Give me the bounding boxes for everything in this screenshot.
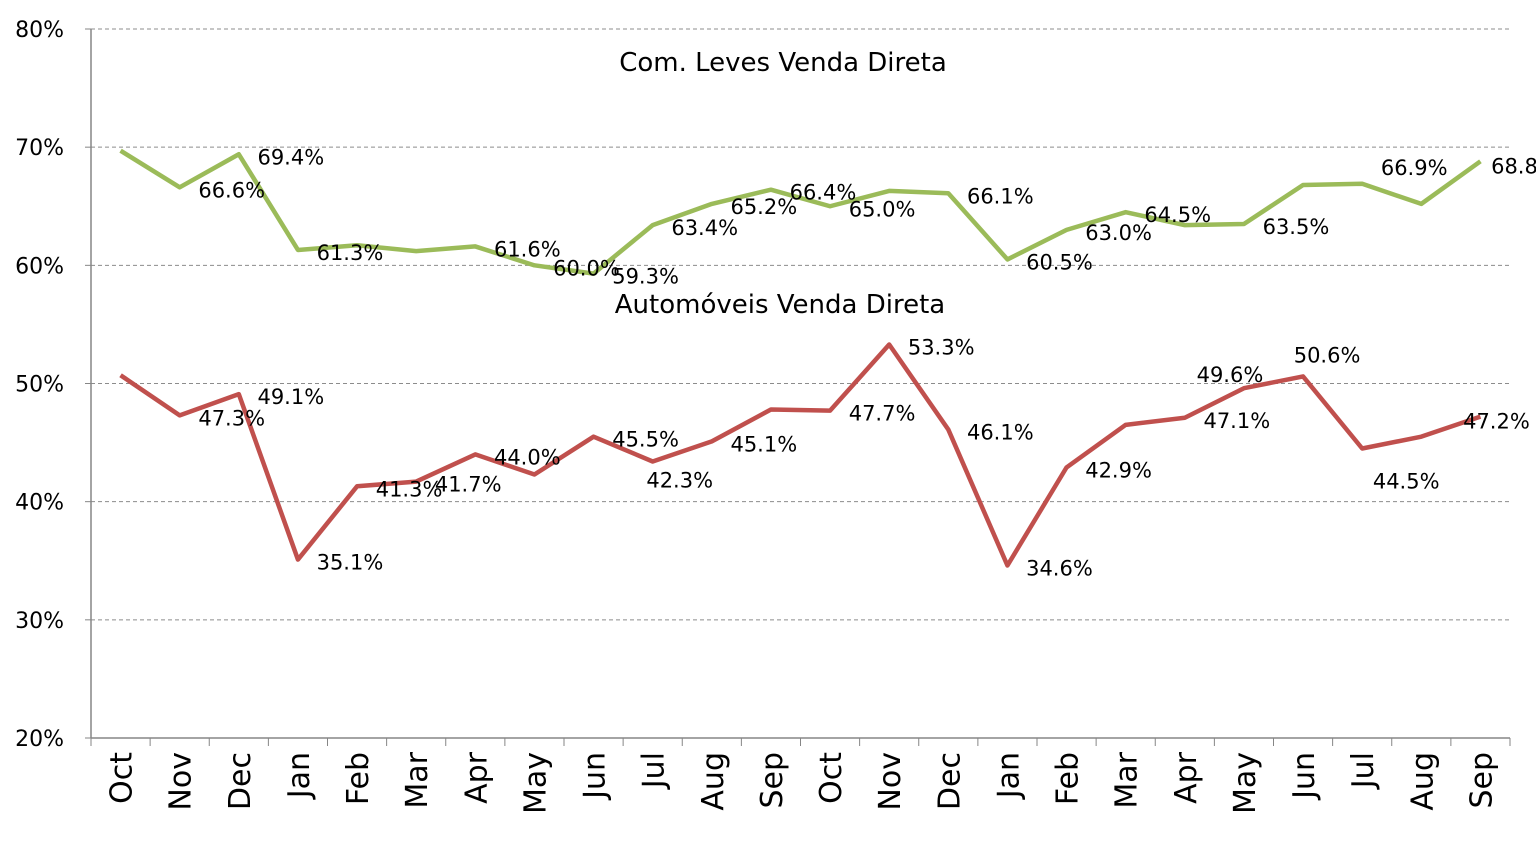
y-tick-label: 20% [15, 727, 64, 752]
x-tick-label: May [518, 752, 553, 814]
data-label: 34.6% [1026, 556, 1093, 580]
data-label: 53.3% [908, 336, 975, 360]
series-title-com-leves: Com. Leves Venda Direta [619, 48, 947, 78]
x-tick-label: Sep [1464, 752, 1499, 809]
data-label: 60.5% [1026, 250, 1093, 274]
data-label: 69.4% [257, 145, 324, 169]
data-label: 66.1% [967, 184, 1034, 208]
y-tick-label: 40% [15, 491, 64, 516]
gridlines [91, 29, 1510, 620]
x-tick-label: Nov [873, 752, 908, 811]
data-label: 47.3% [198, 406, 265, 430]
x-tick-label: Nov [164, 752, 199, 811]
data-label: 63.4% [671, 216, 738, 240]
x-tick-label: Feb [341, 752, 376, 805]
data-label: 50.6% [1294, 343, 1361, 367]
data-label: 66.4% [790, 181, 857, 205]
data-label: 41.3% [376, 477, 443, 501]
data-label: 49.1% [257, 385, 324, 409]
x-tick-label: Dec [223, 752, 258, 810]
series-lines [120, 151, 1480, 566]
data-label: 66.9% [1381, 156, 1448, 180]
x-tick-label: Jun [578, 752, 613, 801]
x-tick-label: Jul [637, 752, 672, 790]
x-tick-label: Jun [1287, 752, 1322, 801]
data-label: 65.0% [849, 197, 916, 221]
data-label: 60.0% [553, 256, 620, 280]
data-label: 64.5% [1144, 203, 1211, 227]
data-label: 47.7% [849, 402, 916, 426]
data-label: 65.2% [730, 195, 797, 219]
data-label: 68.8% [1491, 154, 1536, 178]
x-tick-label: Mar [400, 751, 435, 808]
y-tick-label: 60% [15, 254, 64, 279]
data-label: 41.7% [435, 473, 502, 497]
data-label: 42.3% [646, 468, 713, 492]
x-tick-label: Apr [1169, 751, 1204, 804]
y-tick-label: 80% [15, 18, 64, 43]
data-label: 47.2% [1463, 410, 1530, 434]
data-label: 59.3% [612, 265, 679, 289]
series-title-automoveis: Automóveis Venda Direta [615, 290, 945, 320]
data-label: 35.1% [317, 551, 384, 575]
y-axis-ticks: 20% 30% 40% 50% 60% 70% 80% [15, 18, 91, 752]
x-tick-label: Apr [459, 751, 494, 804]
data-label: 42.9% [1085, 458, 1152, 482]
x-tick-label: Jan [991, 752, 1026, 800]
data-label: 66.6% [198, 178, 265, 202]
data-label: 47.1% [1203, 409, 1270, 433]
data-label: 46.1% [967, 421, 1034, 445]
data-label: 61.6% [494, 237, 561, 261]
data-label: 44.0% [494, 445, 561, 469]
x-tick-label: Oct [814, 752, 849, 804]
x-tick-label: Aug [1405, 752, 1440, 811]
x-tick-label: Feb [1051, 752, 1086, 805]
x-tick-label: Jan [282, 752, 317, 800]
data-label: 63.0% [1085, 221, 1152, 245]
data-label: 63.5% [1263, 215, 1330, 239]
data-label: 61.3% [317, 241, 384, 265]
data-label: 49.6% [1197, 363, 1264, 387]
y-tick-label: 50% [15, 373, 64, 398]
y-tick-label: 70% [15, 136, 64, 161]
data-label: 45.5% [612, 428, 679, 452]
data-label: 44.5% [1373, 469, 1440, 493]
x-tick-label: May [1228, 752, 1263, 814]
x-tick-label: Mar [1110, 751, 1145, 808]
data-labels: 66.6% 69.4% 61.3% 61.6%60.0%59.3% 63.4%65.2%… [198, 145, 1536, 580]
x-tick-label: Oct [105, 752, 140, 804]
y-tick-label: 30% [15, 609, 64, 634]
x-tick-label: Jul [1346, 752, 1381, 790]
x-tick-label: Aug [696, 752, 731, 811]
x-axis-ticks: Oct Nov Dec Jan Feb Mar Apr May Jun Jul Aug Sep Oct N… [91, 738, 1510, 814]
series-line-1 [121, 345, 1481, 566]
x-tick-label: Sep [755, 752, 790, 809]
x-tick-label: Dec [932, 752, 967, 810]
data-label: 45.1% [730, 432, 797, 456]
